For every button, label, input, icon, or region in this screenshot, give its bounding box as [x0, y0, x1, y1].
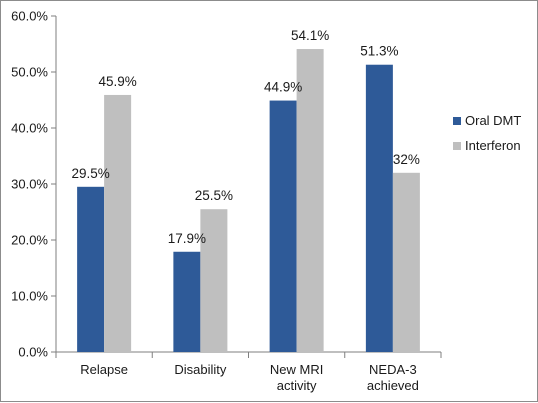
data-label: 51.3% — [360, 44, 398, 59]
bar-oral-dmt — [365, 64, 393, 352]
y-tick-label: 40.0% — [11, 121, 48, 136]
legend-swatch — [453, 117, 461, 125]
data-label: 29.5% — [71, 166, 109, 181]
bar-interferon — [200, 209, 228, 352]
legend-label: Interferon — [465, 138, 521, 153]
data-label: 45.9% — [98, 74, 136, 89]
x-category-label: New MRI — [270, 362, 323, 377]
chart-axes: 0.0% 10.0% 20.0% 30.0% 40.0% 50.0% 60.0% Relaps… — [11, 9, 442, 393]
x-category-label: NEDA-3 — [369, 362, 417, 377]
y-tick-label: 10.0% — [11, 289, 48, 304]
y-tick-label: 0.0% — [18, 345, 48, 360]
x-category-label: Relapse — [80, 362, 128, 377]
data-label: 54.1% — [291, 28, 329, 43]
data-label: 32% — [393, 152, 420, 167]
y-tick-label: 20.0% — [11, 233, 48, 248]
bar-interferon — [104, 94, 132, 353]
chart-data-labels: 29.5% 17.9% 44.9% 51.3% 45.9% 25.5% 54.1% 32% — [71, 28, 419, 246]
bar-oral-dmt — [173, 251, 201, 352]
data-label: 17.9% — [168, 231, 206, 246]
chart-bars — [77, 49, 420, 353]
chart-legend: Oral DMT Interferon — [453, 113, 521, 153]
bar-interferon — [296, 49, 324, 352]
data-label: 44.9% — [264, 80, 302, 95]
y-tick-label: 60.0% — [11, 9, 48, 24]
y-tick-label: 30.0% — [11, 177, 48, 192]
bar-interferon — [392, 172, 420, 352]
x-category-label: achieved — [367, 378, 419, 393]
x-category-label: Disability — [174, 362, 227, 377]
data-label: 25.5% — [195, 188, 233, 203]
bar-oral-dmt — [77, 186, 105, 352]
bar-oral-dmt — [269, 100, 297, 352]
legend-swatch — [453, 142, 461, 150]
x-category-label: activity — [277, 378, 317, 393]
y-tick-label: 50.0% — [11, 65, 48, 80]
legend-label: Oral DMT — [465, 113, 521, 128]
